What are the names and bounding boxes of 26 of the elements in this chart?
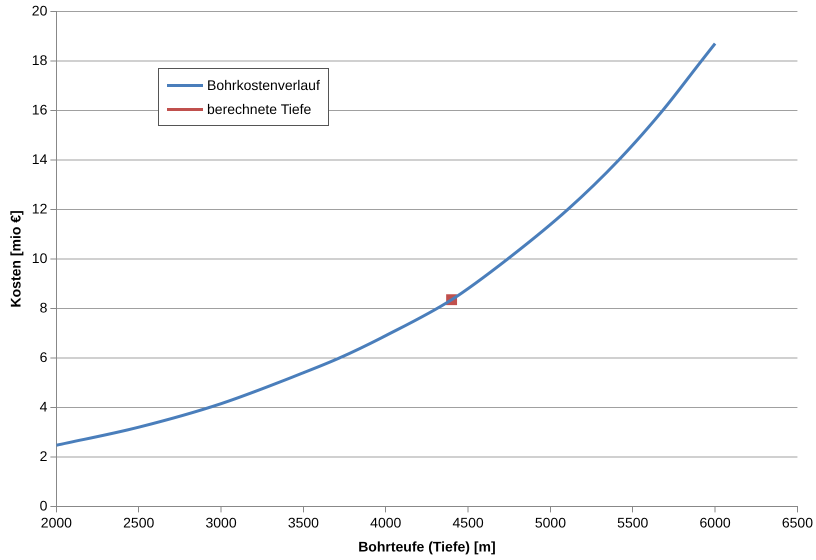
y-tick-label: 12 <box>32 200 48 216</box>
y-axis-title: Kosten [mio €] <box>7 210 24 308</box>
x-axis-title: Bohrteufe (Tiefe) [m] <box>358 538 496 554</box>
y-tick-label: 8 <box>40 299 48 316</box>
x-tick-label: 4500 <box>452 514 484 531</box>
line-series <box>56 42 717 447</box>
y-tick-label: 18 <box>32 52 48 68</box>
y-tick-label: 20 <box>32 2 48 18</box>
legend-label: Bohrkostenverlauf <box>207 77 320 93</box>
y-tick-label: 0 <box>40 497 48 514</box>
y-tick-label: 16 <box>32 101 48 118</box>
legend-label: berechnete Tiefe <box>207 101 312 117</box>
x-tick-label: 6000 <box>700 514 731 531</box>
x-tick-label: 3000 <box>205 514 237 531</box>
x-tick-label: 4000 <box>370 514 402 531</box>
y-tick-label: 14 <box>32 150 48 167</box>
x-tick-label: 5000 <box>534 514 566 531</box>
x-tick-label: 6500 <box>782 514 814 531</box>
x-tick-label: 2000 <box>40 514 72 531</box>
y-tick-label: 10 <box>32 250 48 266</box>
y-tick-label: 6 <box>40 348 48 365</box>
x-tick-label: 2500 <box>123 514 154 531</box>
x-tick-label: 3500 <box>288 514 320 531</box>
x-tick-label: 5500 <box>617 514 649 531</box>
y-tick-label: 2 <box>40 448 48 464</box>
y-tick-label: 4 <box>40 398 48 414</box>
